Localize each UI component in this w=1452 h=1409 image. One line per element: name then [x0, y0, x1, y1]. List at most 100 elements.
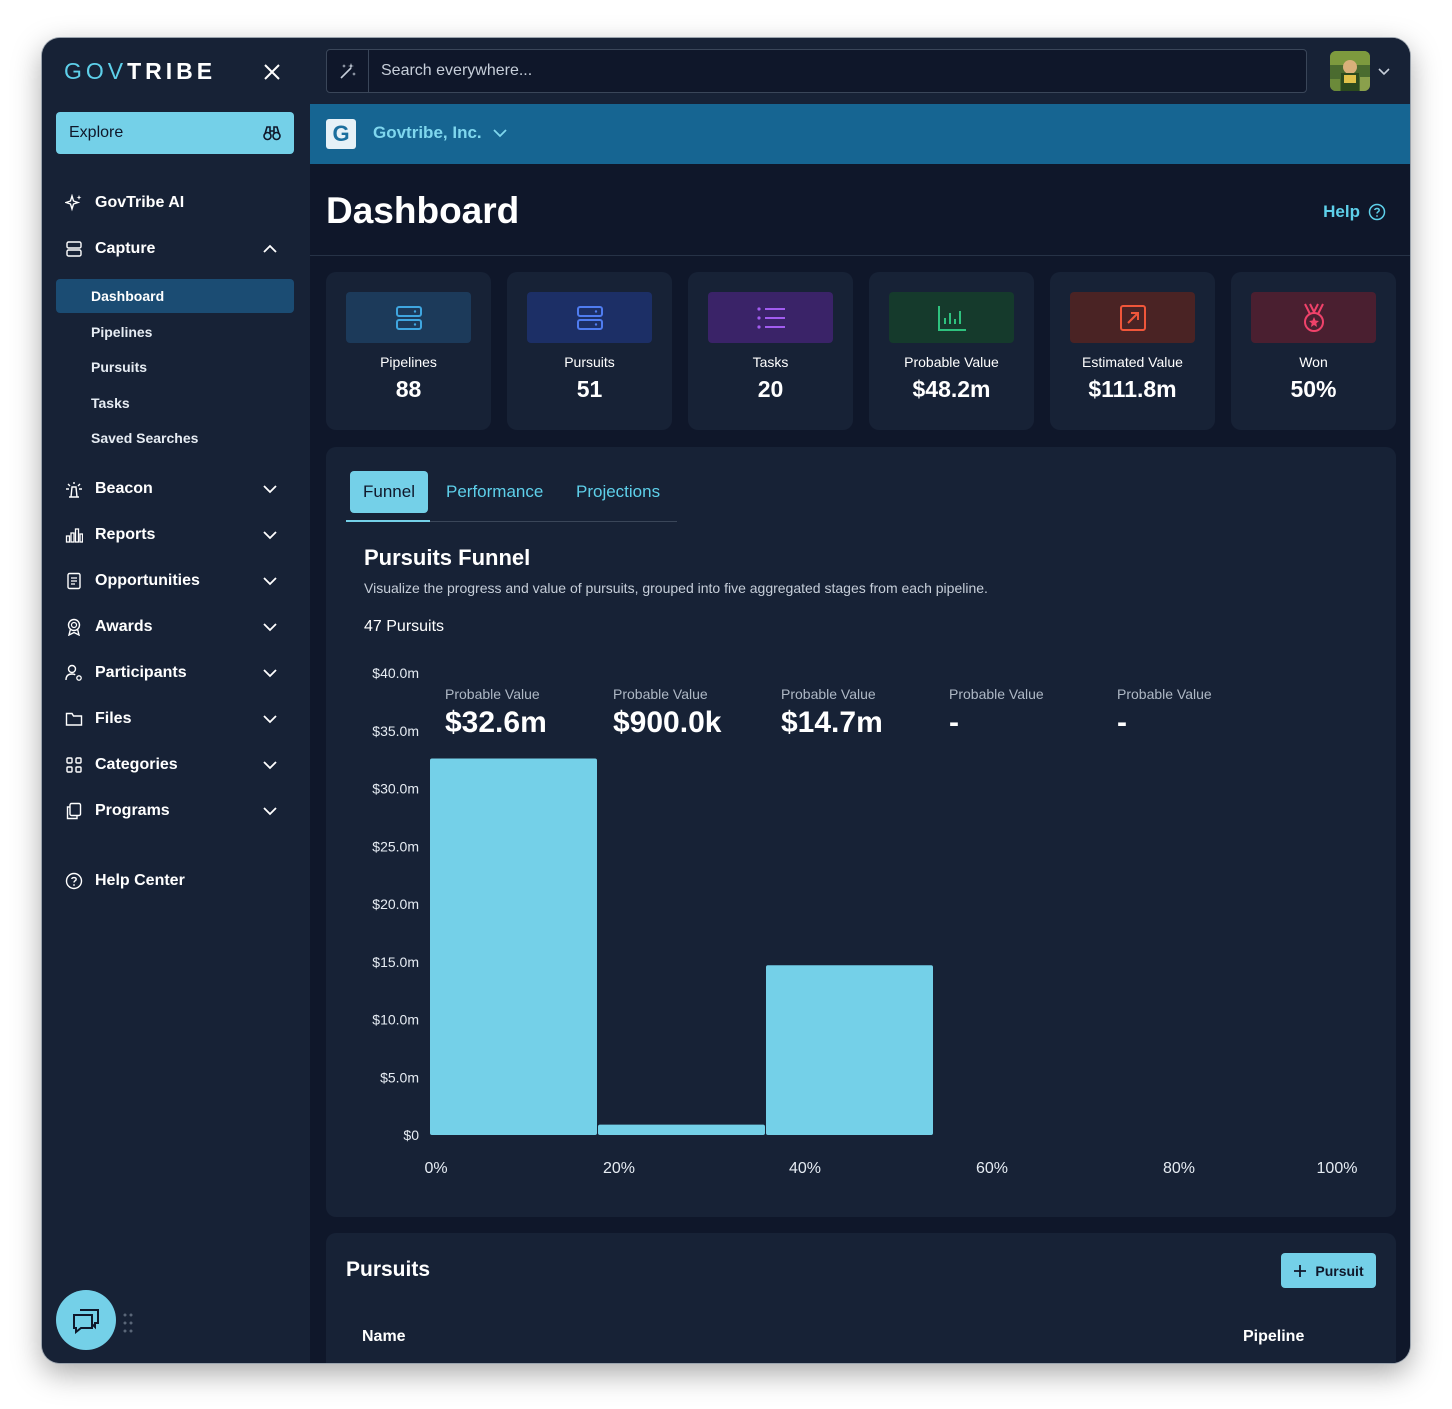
- help-label: Help: [1323, 202, 1360, 221]
- column-header-name[interactable]: Name: [362, 1328, 406, 1345]
- stat-card-tasks[interactable]: Tasks 20: [688, 272, 853, 430]
- stat-value: $48.2m: [912, 376, 991, 402]
- sidebar-item-help-center[interactable]: Help Center: [64, 866, 284, 896]
- funnel-bar: [766, 965, 933, 1135]
- medal-icon: [1251, 292, 1376, 343]
- chevron-down-icon[interactable]: [262, 619, 278, 635]
- sidebar-subitem-dashboard[interactable]: Dashboard: [56, 279, 294, 313]
- sidebar-item-programs[interactable]: Programs: [64, 796, 284, 826]
- stat-card-probable-value[interactable]: Probable Value $48.2m: [869, 272, 1034, 430]
- magic-wand-icon[interactable]: [327, 50, 369, 92]
- x-tick-label: 20%: [603, 1160, 635, 1177]
- y-tick-label: $40.0m: [372, 665, 419, 681]
- sidebar-item-awards[interactable]: Awards: [64, 612, 284, 642]
- list-icon: [708, 292, 833, 343]
- search-input[interactable]: [369, 62, 1269, 80]
- sidebar: GOVTRIBE Explore GovTribe AI Capture Das…: [42, 38, 310, 1363]
- sidebar-item-label: Opportunities: [95, 572, 200, 589]
- stage-value: -: [1117, 706, 1127, 739]
- plus-icon: [1294, 1264, 1307, 1277]
- stat-card-estimated-value[interactable]: Estimated Value $111.8m: [1050, 272, 1215, 430]
- stage-label: Probable Value: [1117, 686, 1212, 702]
- help-link[interactable]: Help: [1323, 202, 1386, 222]
- chat-icon: [73, 1309, 99, 1334]
- stat-value: 88: [395, 376, 422, 402]
- sidebar-item-govtribe-ai[interactable]: GovTribe AI: [64, 188, 284, 218]
- y-tick-label: $15.0m: [372, 954, 419, 970]
- stat-label: Tasks: [752, 354, 789, 370]
- y-tick-label: $35.0m: [372, 723, 419, 739]
- org-logo: G: [326, 119, 356, 149]
- chevron-down-icon[interactable]: [262, 711, 278, 727]
- chevron-up-icon[interactable]: [262, 241, 278, 257]
- page-header: Dashboard Help: [310, 164, 1410, 256]
- org-switcher[interactable]: Govtribe, Inc.: [373, 123, 508, 143]
- column-header-pipeline[interactable]: Pipeline: [1243, 1328, 1305, 1345]
- funnel-bar: [598, 1124, 765, 1135]
- question-circle-icon: [1368, 203, 1386, 221]
- stat-label: Pursuits: [564, 354, 615, 370]
- sidebar-item-categories[interactable]: Categories: [64, 750, 284, 780]
- chevron-down-icon[interactable]: [1377, 64, 1391, 78]
- chevron-down-icon[interactable]: [262, 665, 278, 681]
- sidebar-item-label: Awards: [95, 618, 153, 635]
- x-tick-label: 40%: [789, 1160, 821, 1177]
- question-circle-icon: [64, 871, 84, 891]
- stat-card-pipelines[interactable]: Pipelines 88: [326, 272, 491, 430]
- top-bar: [310, 38, 1410, 104]
- tab-funnel[interactable]: Funnel: [350, 471, 428, 513]
- funnel-title: Pursuits Funnel: [364, 545, 531, 570]
- chevron-down-icon[interactable]: [262, 803, 278, 819]
- chevron-down-icon[interactable]: [262, 757, 278, 773]
- stat-card-won[interactable]: Won 50%: [1231, 272, 1396, 430]
- sidebar-item-beacon[interactable]: Beacon: [64, 474, 284, 504]
- stat-value: $111.8m: [1088, 376, 1177, 402]
- stat-label: Probable Value: [904, 354, 999, 370]
- bar-chart-icon: [64, 525, 84, 545]
- grid-icon: [64, 755, 84, 775]
- sidebar-item-files[interactable]: Files: [64, 704, 284, 734]
- stage-value: $14.7m: [781, 706, 883, 739]
- chevron-down-icon[interactable]: [262, 481, 278, 497]
- sidebar-item-label: Programs: [95, 802, 170, 819]
- y-tick-label: $0: [403, 1127, 419, 1143]
- sidebar-item-participants[interactable]: Participants: [64, 658, 284, 688]
- sidebar-item-reports[interactable]: Reports: [64, 520, 284, 550]
- pursuits-title: Pursuits: [346, 1258, 431, 1281]
- sidebar-subitem-saved-searches[interactable]: Saved Searches: [91, 430, 199, 446]
- stat-label: Estimated Value: [1082, 354, 1183, 370]
- stage-value: $32.6m: [445, 706, 547, 739]
- avatar[interactable]: [1330, 51, 1370, 91]
- users-gear-icon: [64, 663, 84, 683]
- chat-button[interactable]: [56, 1290, 116, 1350]
- sidebar-item-opportunities[interactable]: Opportunities: [64, 566, 284, 596]
- sidebar-subitem-pipelines[interactable]: Pipelines: [91, 324, 153, 340]
- tab-projections[interactable]: Projections: [576, 482, 661, 501]
- sidebar-subitem-pursuits[interactable]: Pursuits: [91, 359, 148, 375]
- stat-card-pursuits[interactable]: Pursuits 51: [507, 272, 672, 430]
- govtribe-logo[interactable]: GOVTRIBE: [64, 58, 216, 85]
- funnel-description: Visualize the progress and value of purs…: [364, 580, 988, 596]
- add-pursuit-button[interactable]: Pursuit: [1281, 1253, 1376, 1288]
- chevron-down-icon[interactable]: [262, 527, 278, 543]
- chevron-down-icon[interactable]: [262, 573, 278, 589]
- stage-value: -: [949, 706, 959, 739]
- y-tick-label: $20.0m: [372, 896, 419, 912]
- page-title: Dashboard: [326, 190, 520, 231]
- sidebar-item-label: Reports: [95, 526, 156, 543]
- sidebar-item-capture[interactable]: Capture: [64, 234, 284, 264]
- stage-value: $900.0k: [613, 706, 722, 739]
- server-icon: [64, 239, 84, 259]
- stage-label: Probable Value: [949, 686, 1044, 702]
- copy-icon: [64, 801, 84, 821]
- server-icon: [527, 292, 652, 343]
- tab-performance[interactable]: Performance: [446, 482, 544, 501]
- active-tab-indicator: [346, 520, 430, 522]
- sidebar-subitem-tasks[interactable]: Tasks: [91, 395, 130, 411]
- chevron-down-icon: [493, 129, 507, 138]
- search-bar: [326, 49, 1307, 93]
- close-icon[interactable]: [262, 62, 282, 82]
- organization-bar: G Govtribe, Inc.: [310, 104, 1410, 164]
- drag-handle-icon[interactable]: [122, 1312, 134, 1334]
- explore-button[interactable]: Explore: [56, 112, 294, 154]
